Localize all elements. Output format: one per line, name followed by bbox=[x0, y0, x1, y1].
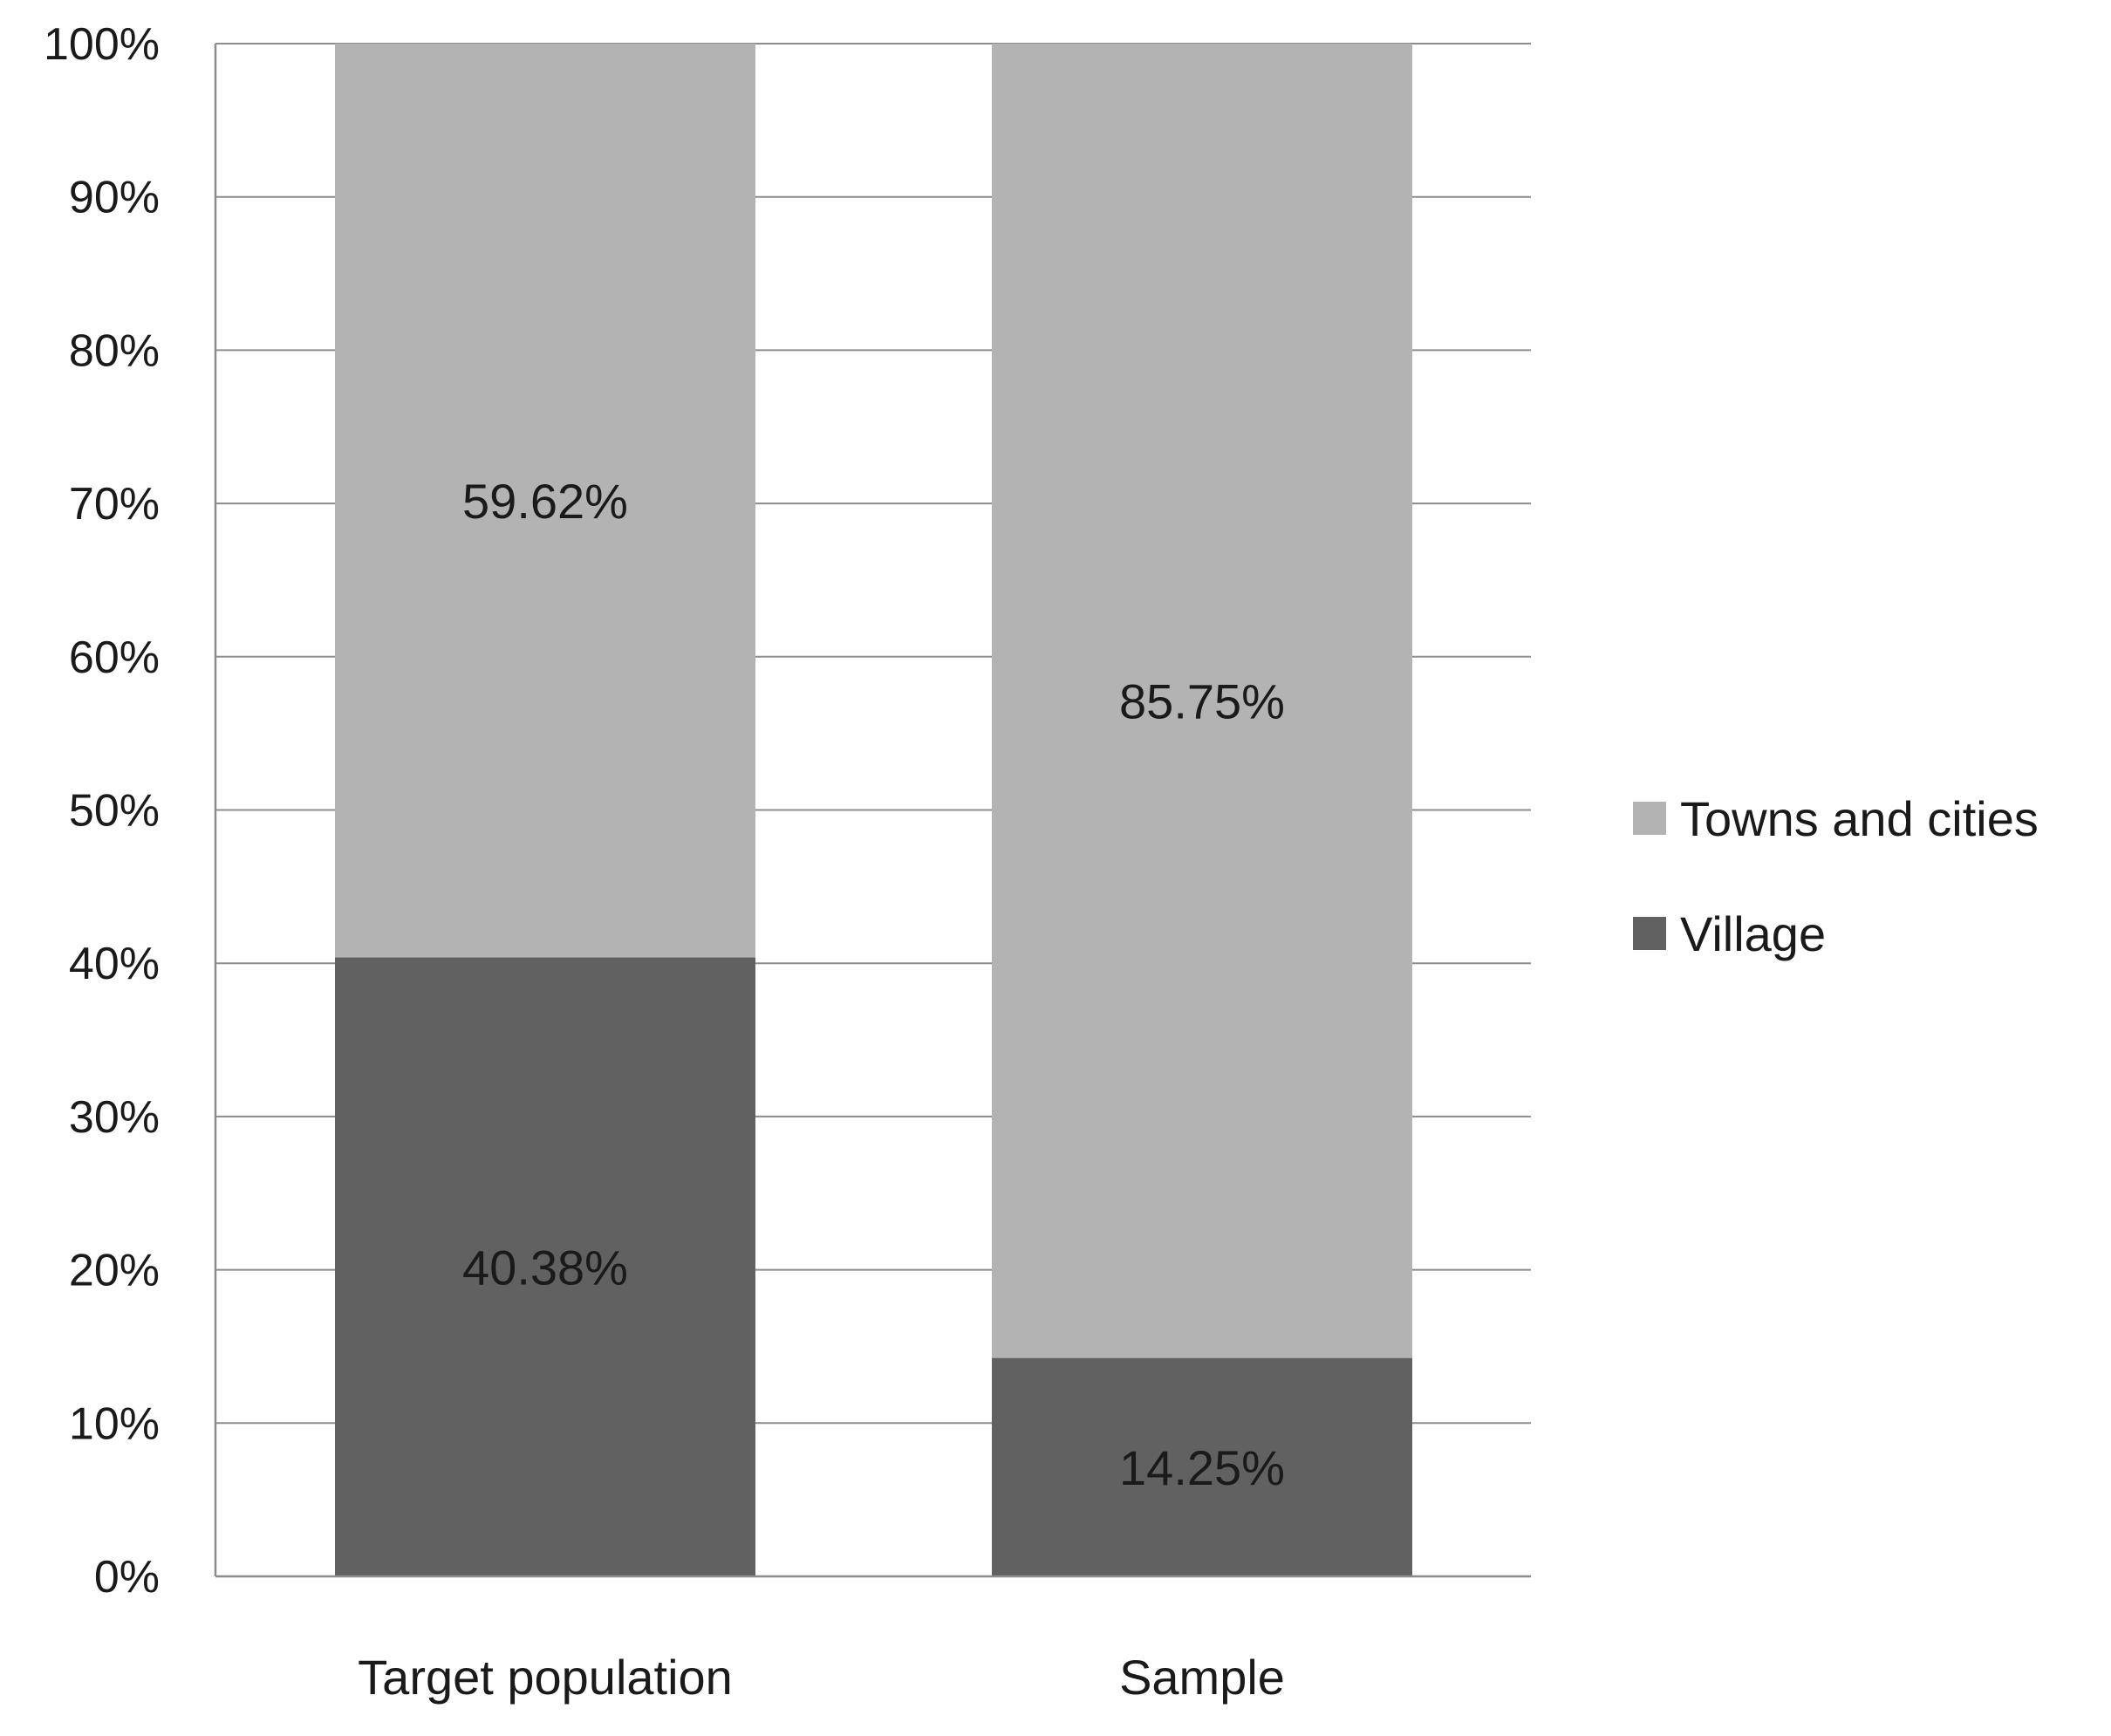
y-tick-label: 10% bbox=[69, 1398, 160, 1449]
y-tick-label: 30% bbox=[69, 1092, 160, 1143]
legend-entry-label: Towns and cities bbox=[1680, 791, 2039, 846]
x-axis-category-labels: Target population Sample bbox=[358, 1650, 1285, 1705]
legend-entry-label: Village bbox=[1680, 906, 1826, 961]
y-tick-label: 100% bbox=[44, 19, 160, 70]
y-tick-label: 50% bbox=[69, 786, 160, 837]
x-category-label: Target population bbox=[358, 1650, 733, 1705]
data-label: 14.25% bbox=[1119, 1440, 1285, 1495]
bar-segment-towns-and-cities bbox=[335, 44, 755, 958]
bar-segment-village bbox=[992, 1357, 1412, 1576]
legend-swatch bbox=[1633, 802, 1666, 835]
data-labels: 40.38% 59.62% 14.25% 85.75% bbox=[462, 474, 1285, 1495]
data-label: 40.38% bbox=[462, 1240, 628, 1295]
bar-segment-towns-and-cities bbox=[992, 44, 1412, 1358]
x-category-label: Sample bbox=[1119, 1650, 1285, 1705]
y-tick-label: 90% bbox=[69, 173, 160, 223]
bars bbox=[335, 44, 1412, 1576]
data-label: 85.75% bbox=[1119, 673, 1285, 728]
y-axis-tick-labels: 0% 10% 20% 30% 40% 50% 60% 70% 80% 90% 100% bbox=[44, 19, 160, 1603]
legend-swatch bbox=[1633, 917, 1666, 950]
data-label: 59.62% bbox=[462, 474, 628, 529]
y-tick-label: 20% bbox=[69, 1246, 160, 1296]
axes bbox=[214, 44, 1531, 1578]
y-tick-label: 0% bbox=[94, 1552, 160, 1603]
y-tick-label: 80% bbox=[69, 325, 160, 376]
legend: Towns and cities Village bbox=[1633, 791, 2039, 961]
y-tick-label: 40% bbox=[69, 939, 160, 989]
bar-segment-village bbox=[335, 957, 755, 1576]
y-tick-label: 70% bbox=[69, 479, 160, 530]
y-tick-label: 60% bbox=[69, 632, 160, 683]
